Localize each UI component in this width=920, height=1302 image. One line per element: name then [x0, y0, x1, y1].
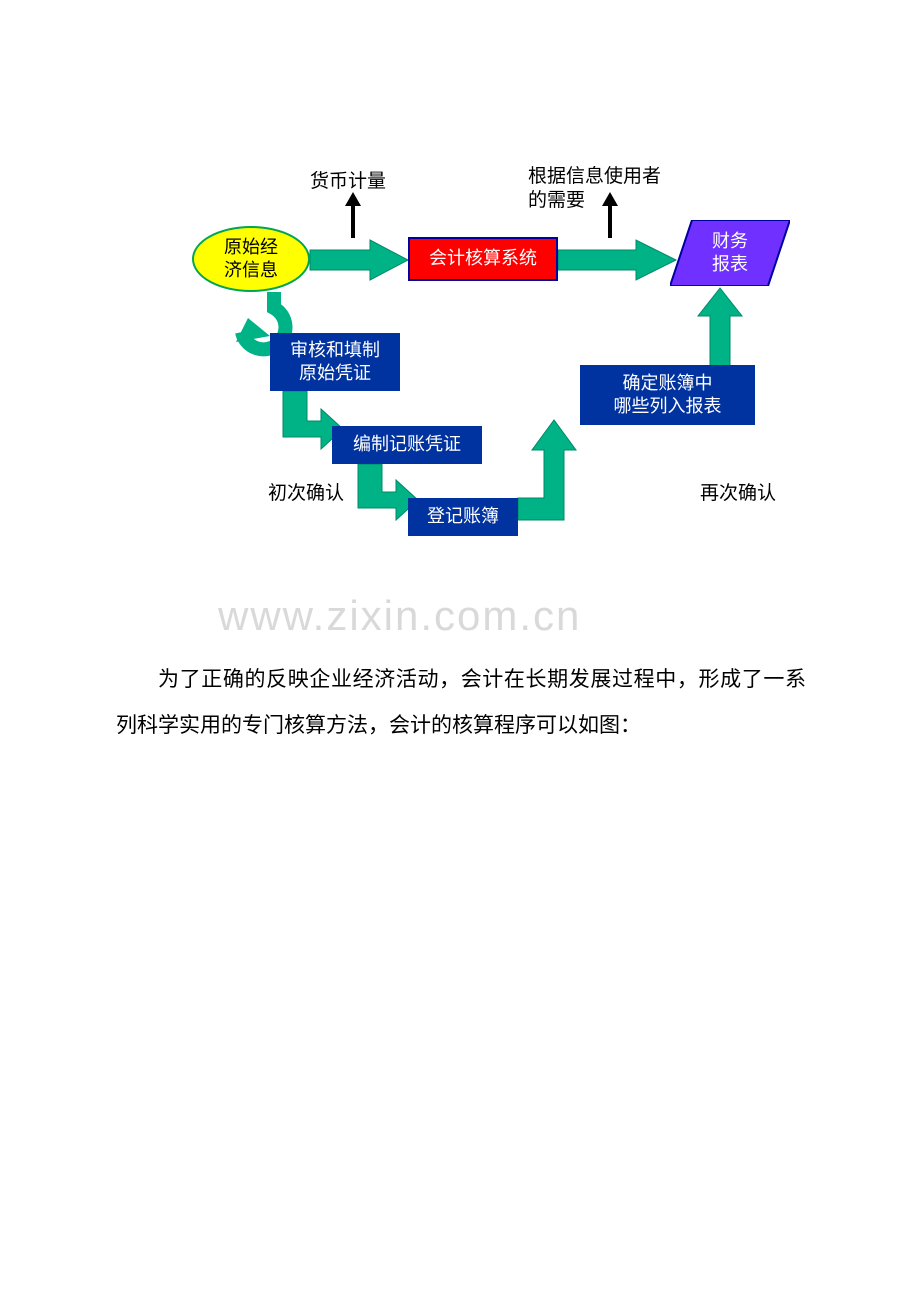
node-determine-label: 确定账簿中 哪些列入报表: [614, 372, 722, 419]
label-first: 初次确认: [268, 478, 344, 505]
node-register-label: 登记账簿: [427, 505, 499, 528]
flow-diagram: 原始经 济信息 会计核算系统 财务 报表 审核和填制 原始凭证 编制记账凭证 登…: [0, 0, 920, 600]
arrow-register-to-determine: [518, 420, 588, 520]
arrow-source-to-system: [310, 240, 408, 280]
node-audit-label: 审核和填制 原始凭证: [290, 339, 380, 386]
body-paragraph-text: 为了正确的反映企业经济活动，会计在长期发展过程中，形成了一系列科学实用的专门核算…: [116, 667, 806, 737]
node-report: 财务 报表: [670, 220, 790, 286]
arrow-determine-to-report: [698, 288, 742, 366]
node-report-label: 财务 报表: [712, 230, 748, 277]
arrow-system-to-report: [558, 240, 676, 280]
node-voucher-label: 编制记账凭证: [353, 433, 461, 456]
node-register: 登记账簿: [408, 498, 518, 536]
node-system-label: 会计核算系统: [429, 247, 537, 270]
label-first-text: 初次确认: [268, 483, 344, 504]
label-money-text: 货币计量: [310, 171, 386, 192]
node-source: 原始经 济信息: [192, 226, 310, 292]
label-need-text: 根据信息使用者 的需要: [528, 166, 661, 212]
watermark: www.zixin.com.cn: [218, 592, 581, 640]
node-source-label: 原始经 济信息: [224, 236, 278, 283]
node-determine: 确定账簿中 哪些列入报表: [580, 365, 755, 425]
label-need: 根据信息使用者 的需要: [528, 140, 661, 214]
watermark-text: www.zixin.com.cn: [218, 592, 581, 639]
label-again: 再次确认: [700, 478, 776, 505]
label-again-text: 再次确认: [700, 483, 776, 504]
label-money: 货币计量: [310, 166, 386, 193]
arrow-money-up: [343, 192, 363, 238]
body-paragraph: 为了正确的反映企业经济活动，会计在长期发展过程中，形成了一系列科学实用的专门核算…: [116, 656, 806, 748]
node-system: 会计核算系统: [408, 237, 558, 281]
node-voucher: 编制记账凭证: [332, 426, 482, 464]
node-audit: 审核和填制 原始凭证: [270, 333, 400, 391]
